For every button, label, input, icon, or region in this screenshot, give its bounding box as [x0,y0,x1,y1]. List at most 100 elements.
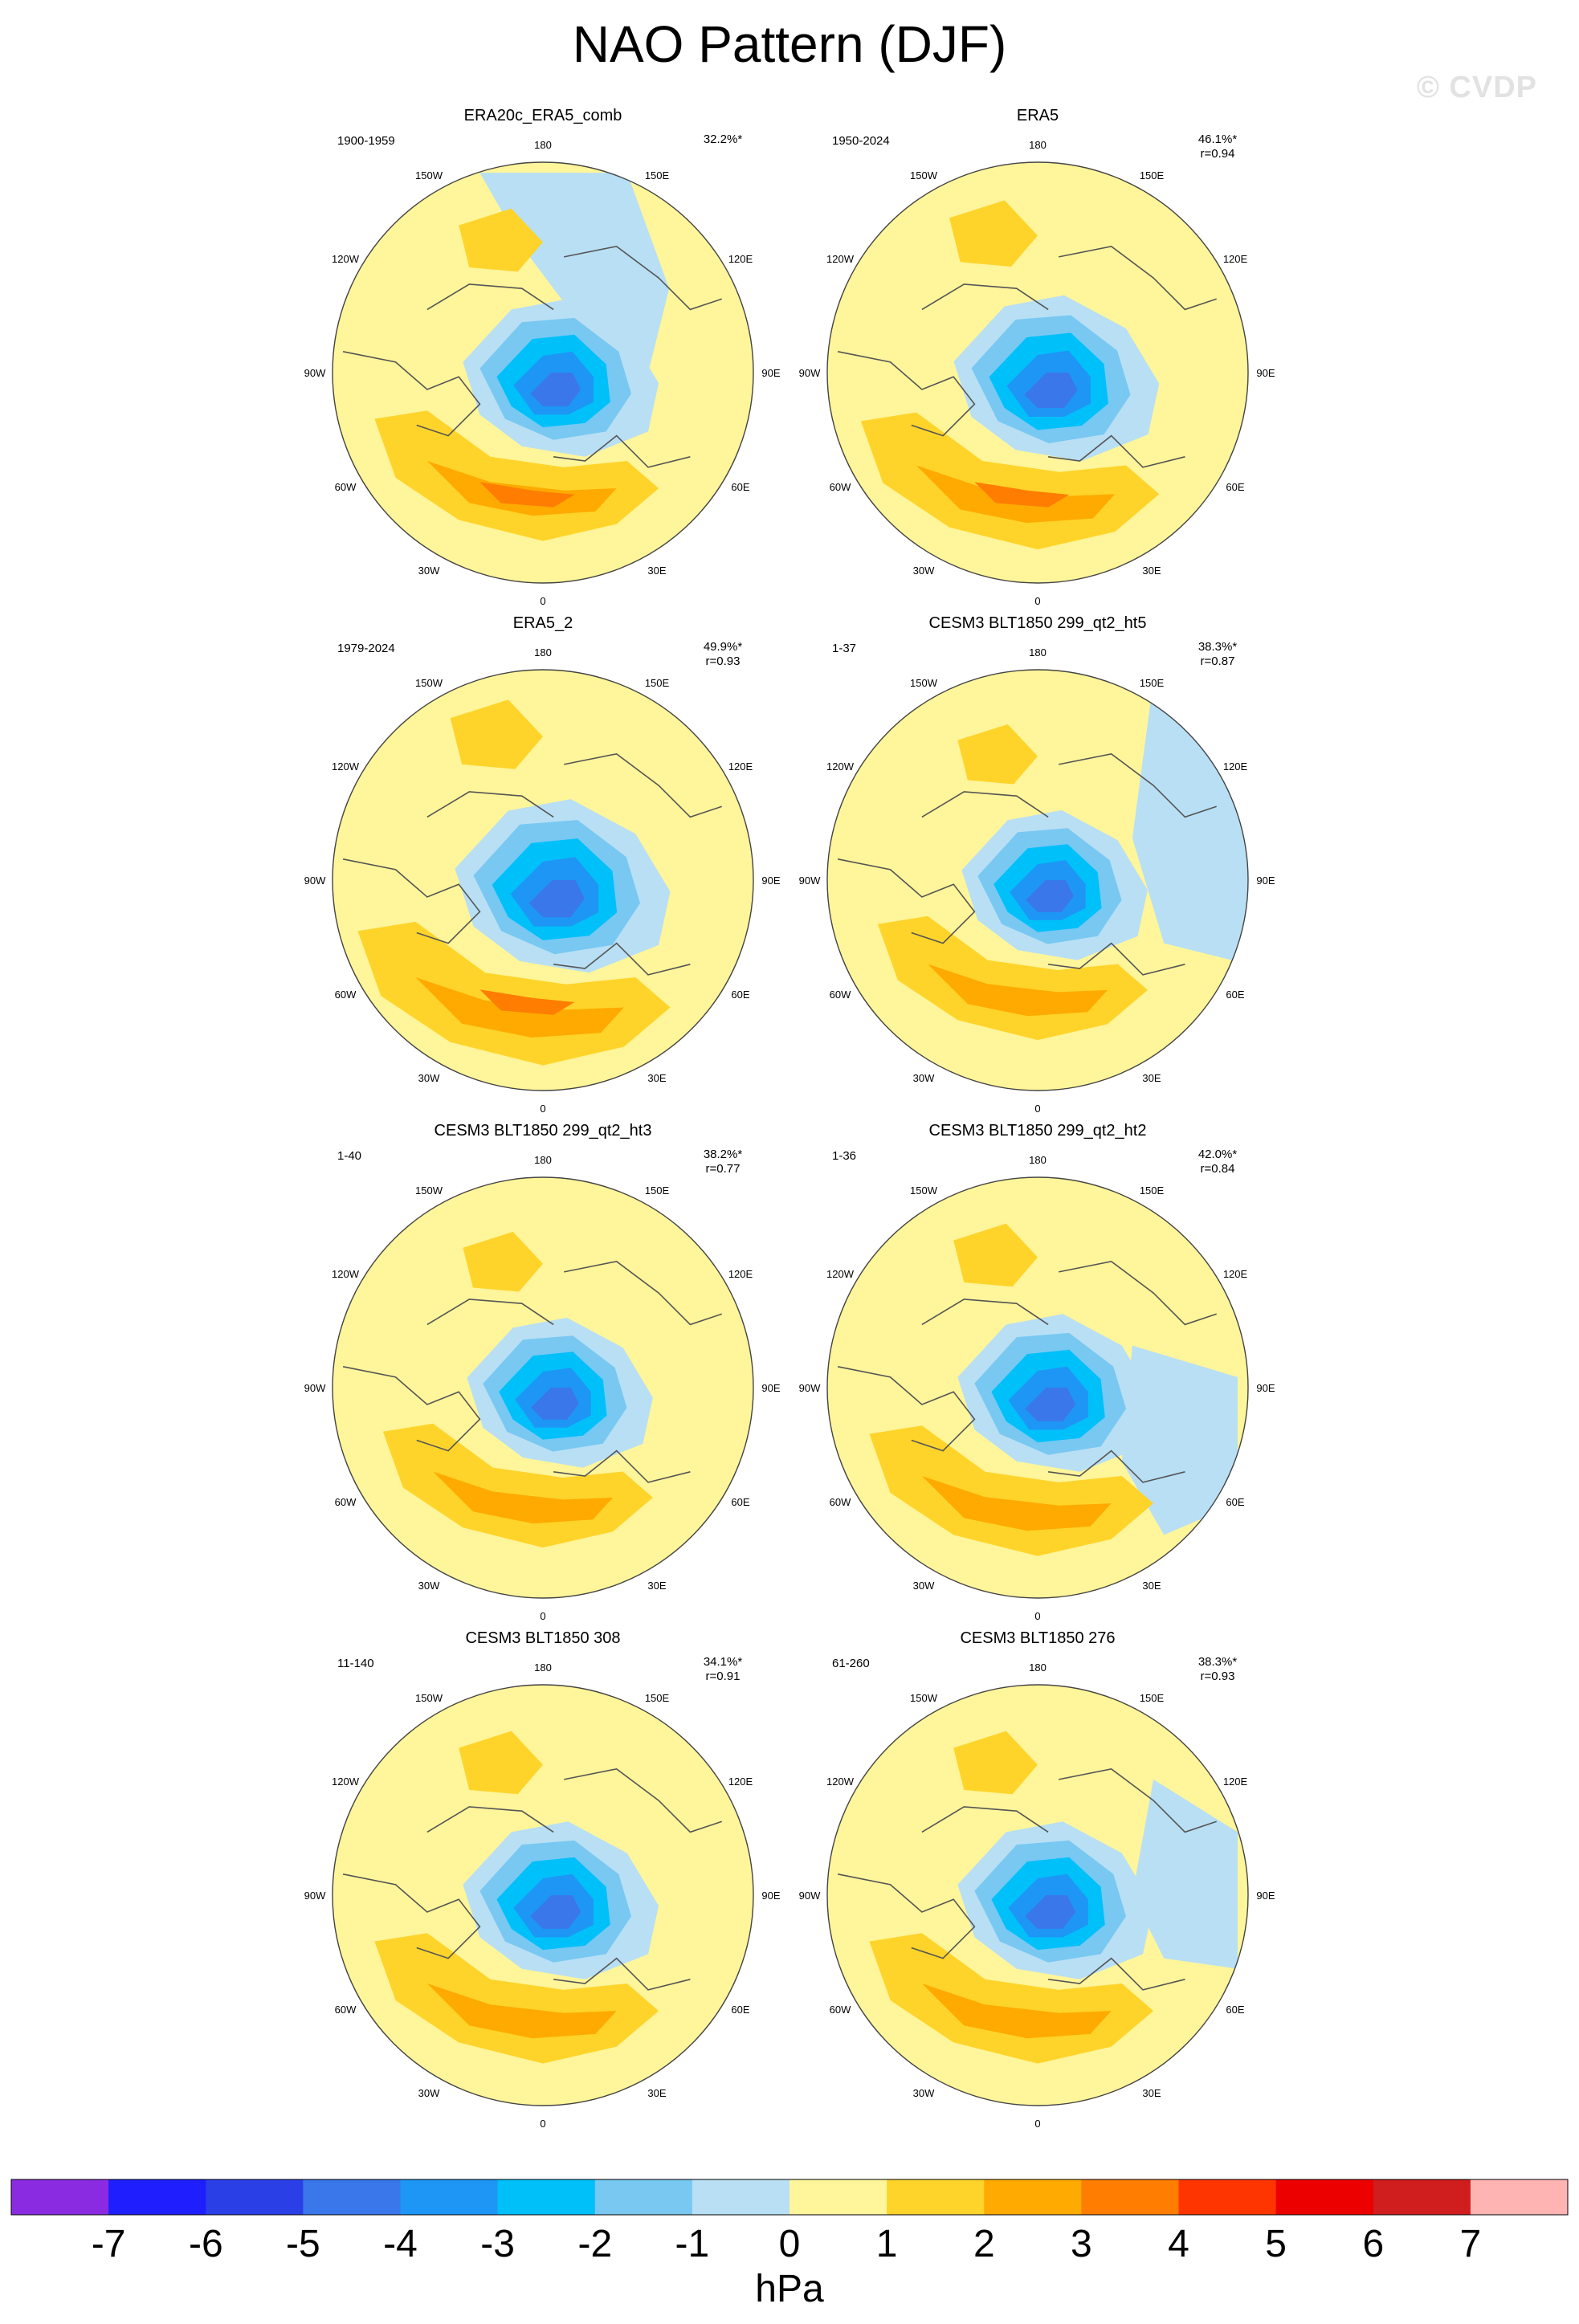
coastline [1047,1449,1185,1483]
longitude-label: 30W [913,2087,935,2099]
longitude-label: 30E [1142,565,1161,577]
coastline [1047,1957,1185,1991]
map-panel: 180 150E 120E 90E 60E 30E 0 30W 60W 90W 120W 150W CE… [304,1629,781,2130]
longitude-label: 120E [1223,1268,1248,1280]
pattern-correlation: r=0.91 [706,1670,741,1683]
panel-title: ERA20c_ERA5_comb [464,107,622,124]
longitude-label: 150E [645,169,670,181]
longitude-label: 150E [1140,677,1165,689]
coastline [921,1299,1049,1326]
longitude-label: 120E [1223,760,1248,773]
longitude-label: 120E [728,1268,753,1280]
longitude-label: 90W [799,1382,821,1394]
pattern-correlation: r=0.94 [1201,147,1235,161]
contour-fill [953,1731,1038,1795]
contour-fill [1025,1388,1076,1421]
longitude-label: 30W [418,1072,440,1084]
coastline [837,351,976,437]
longitude-label: 30E [647,2087,666,2099]
contour-fill [1024,373,1078,408]
longitude-label: 180 [534,1154,552,1166]
coastline [564,752,722,818]
longitude-label: 90E [1256,367,1275,379]
map-border [332,669,754,1091]
contour-fill [531,1388,579,1420]
coastline [1059,752,1217,818]
longitude-label: 120E [728,253,753,265]
coastline [342,1366,481,1452]
map-panel: 180 150E 120E 90E 60E 30E 0 30W 60W 90W 120W 150W ER… [304,614,781,1115]
negative-lobe [1121,1345,1238,1535]
map-panel: 180 150E 120E 90E 60E 30E 0 30W 60W 90W 120W 150W CE… [304,1122,781,1622]
longitude-label: 30W [913,565,935,577]
coastline [426,1299,554,1326]
coastline [564,245,722,311]
longitude-label: 120E [1223,253,1248,265]
longitude-label: 150E [1140,1184,1165,1197]
map-panel: 180 150E 120E 90E 60E 30E 0 30W 60W 90W 120W 150W CE… [799,614,1275,1115]
longitude-label: 60W [335,2004,357,2016]
longitude-label: 90E [761,1890,780,1902]
coastline [342,1873,481,1959]
coastline [921,791,1049,818]
longitude-label: 30W [913,1580,935,1592]
longitude-label: 0 [1034,1103,1040,1115]
coastline [1047,942,1185,976]
longitude-label: 30E [647,1580,666,1592]
map-border [332,1684,754,2106]
percent-variance: 38.2%* [704,1148,743,1161]
longitude-label: 150E [645,677,670,689]
longitude-label: 180 [534,139,552,151]
longitude-label: 90W [304,875,326,887]
pattern-correlation: r=0.93 [706,654,741,668]
contour-fill [530,1895,581,1929]
coastline [837,858,976,944]
longitude-label: 0 [1034,2118,1040,2130]
longitude-label: 90E [761,875,780,887]
longitude-label: 150W [910,1692,938,1704]
contour-fill [459,1731,543,1795]
longitude-label: 60W [830,989,851,1001]
longitude-label: 30E [1142,1580,1161,1592]
anomaly-field [827,1685,1248,2106]
longitude-label: 180 [1029,139,1047,151]
panel-title: ERA5_2 [513,614,573,632]
contour-fill [921,1984,1112,2039]
percent-variance: 32.2%* [704,133,743,146]
coastline [1059,1767,1217,1833]
coastline [553,942,691,976]
longitude-label: 0 [540,1610,545,1622]
percent-variance: 42.0%* [1198,1148,1238,1161]
longitude-label: 60E [731,989,749,1001]
coastline [342,351,481,437]
longitude-label: 150W [415,677,443,689]
longitude-label: 30E [1142,2087,1161,2099]
longitude-label: 180 [1029,1154,1047,1166]
anomaly-field [827,1177,1248,1598]
longitude-label: 30W [418,2087,440,2099]
longitude-label: 90W [799,1890,821,1902]
percent-variance: 34.1%* [704,1655,743,1669]
coastline [564,1260,722,1326]
contour-fill [953,1223,1038,1287]
coastline [426,791,554,818]
contour-fill [479,989,575,1015]
longitude-label: 60W [335,481,357,493]
coastline [553,1449,691,1483]
longitude-label: 0 [540,2118,545,2130]
panel-title: CESM3 BLT1850 299_qt2_ht5 [929,614,1147,632]
longitude-label: 150E [1140,1692,1165,1704]
longitude-label: 180 [534,646,552,658]
negative-lobe [1132,1779,1238,1969]
longitude-label: 60E [1226,2004,1244,2016]
contour-fill [433,1471,614,1524]
anomaly-field [333,162,753,583]
longitude-label: 60W [830,481,851,493]
pattern-correlation: r=0.77 [706,1162,741,1176]
longitude-label: 90W [304,367,326,379]
longitude-label: 90W [304,1890,326,1902]
map-border [826,1684,1249,2106]
longitude-label: 120E [728,1776,753,1788]
panel-title: CESM3 BLT1850 299_qt2_ht2 [929,1122,1147,1140]
coastline [1059,245,1217,311]
